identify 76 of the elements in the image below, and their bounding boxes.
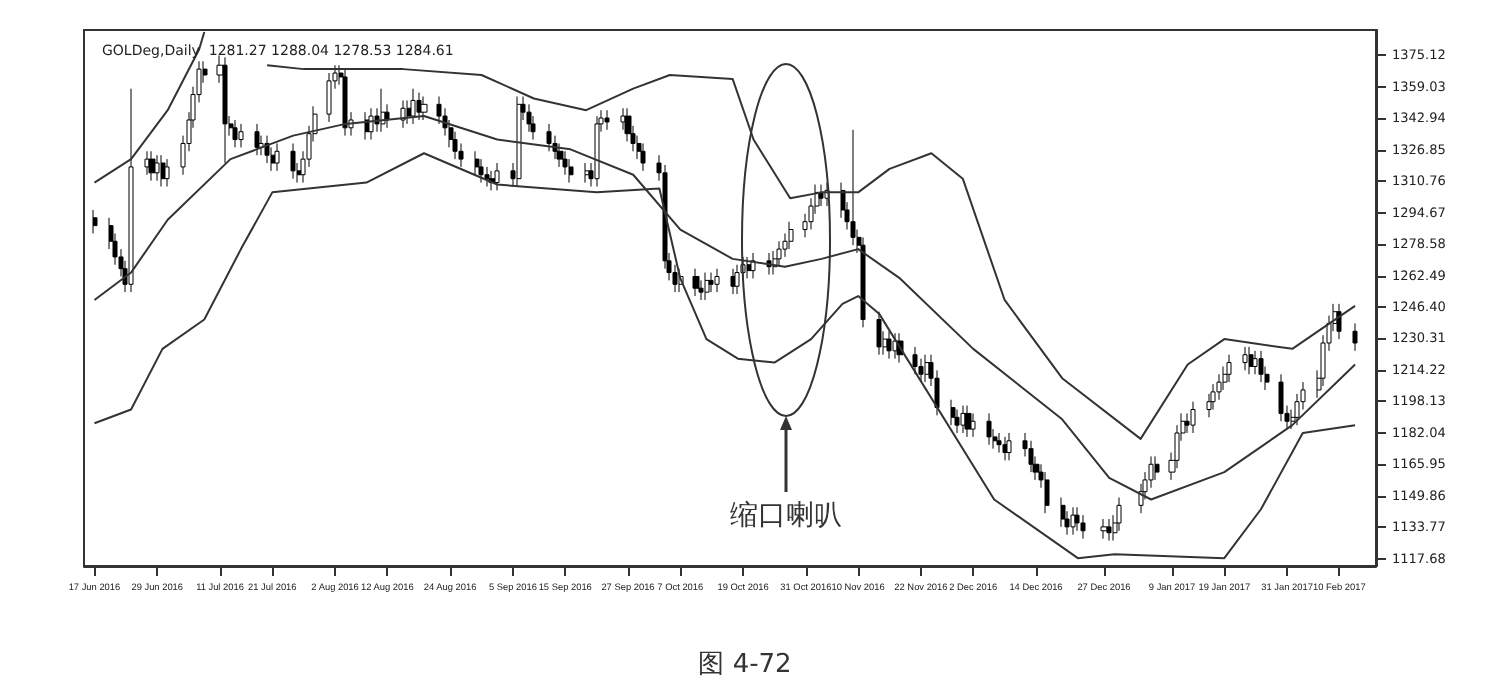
candlestick	[1002, 436, 1008, 461]
candlestick	[912, 346, 918, 375]
candlestick	[964, 405, 972, 438]
candlestick	[1060, 497, 1066, 528]
candlestick	[924, 354, 930, 383]
candlestick	[892, 332, 898, 360]
candlestick	[1044, 471, 1050, 514]
candlestick	[950, 399, 956, 426]
candlestick	[1336, 303, 1342, 340]
candlestick	[290, 142, 296, 180]
candlestick	[708, 272, 714, 293]
candlestick	[704, 272, 710, 301]
candlestick	[746, 256, 752, 279]
candlestick	[886, 330, 892, 360]
candlestick	[1278, 373, 1284, 422]
candlestick	[556, 142, 564, 168]
candlestick	[1352, 322, 1358, 352]
candlestick	[640, 142, 646, 172]
candlestick	[594, 115, 600, 187]
candlestick	[128, 88, 134, 293]
candlestick	[274, 142, 280, 172]
candlestick	[238, 123, 244, 148]
candlestick	[326, 72, 332, 123]
candlestick	[516, 96, 522, 187]
candlestick	[420, 96, 428, 121]
candlestick	[562, 150, 568, 176]
candlestick	[1028, 440, 1034, 473]
candlestick	[584, 162, 590, 184]
candlestick	[474, 150, 480, 176]
candlestick	[416, 92, 422, 121]
candlestick	[960, 405, 966, 434]
candlestick	[788, 221, 794, 250]
candlestick	[154, 154, 160, 182]
candlestick	[546, 123, 552, 152]
candlestick	[714, 268, 720, 293]
candlestick	[1106, 518, 1112, 542]
candlestick	[734, 264, 740, 295]
candlestick	[996, 432, 1002, 454]
candlestick	[1006, 432, 1012, 461]
candlestick	[478, 158, 484, 184]
candlestick	[1248, 346, 1254, 375]
candlestick	[232, 119, 238, 148]
candlestick	[410, 88, 416, 125]
candlestick	[970, 412, 976, 438]
candlestick	[1190, 401, 1196, 434]
candlestick	[1074, 506, 1080, 532]
candlestick	[730, 268, 736, 295]
candlestick	[1242, 346, 1248, 371]
candlestick	[160, 154, 166, 187]
candlestick	[1080, 514, 1086, 540]
candlestick	[876, 311, 882, 356]
candlestick	[254, 123, 260, 156]
candlestick	[1258, 350, 1264, 383]
candlestick	[526, 103, 532, 133]
candlestick	[144, 150, 150, 176]
candlestick	[604, 109, 610, 131]
candlestick	[860, 236, 866, 328]
candlestick	[148, 150, 156, 182]
candlestick	[164, 158, 170, 187]
candlestick	[92, 209, 98, 234]
candlestick	[850, 129, 856, 246]
candlestick	[1070, 506, 1076, 536]
annotation: 缩口喇叭	[730, 500, 842, 532]
candlestick	[494, 162, 500, 191]
candlestick	[222, 56, 228, 164]
candlestick	[1154, 455, 1160, 481]
candlestick	[568, 158, 574, 184]
candlestick	[484, 166, 490, 187]
candlestick	[1100, 518, 1108, 540]
candlestick	[1252, 350, 1258, 375]
candlestick	[986, 412, 992, 446]
candlestick	[776, 240, 782, 268]
candlestick	[692, 268, 700, 297]
candlestick	[342, 68, 348, 137]
candlestick	[1226, 354, 1232, 383]
caption: 图 4-72	[698, 650, 792, 680]
